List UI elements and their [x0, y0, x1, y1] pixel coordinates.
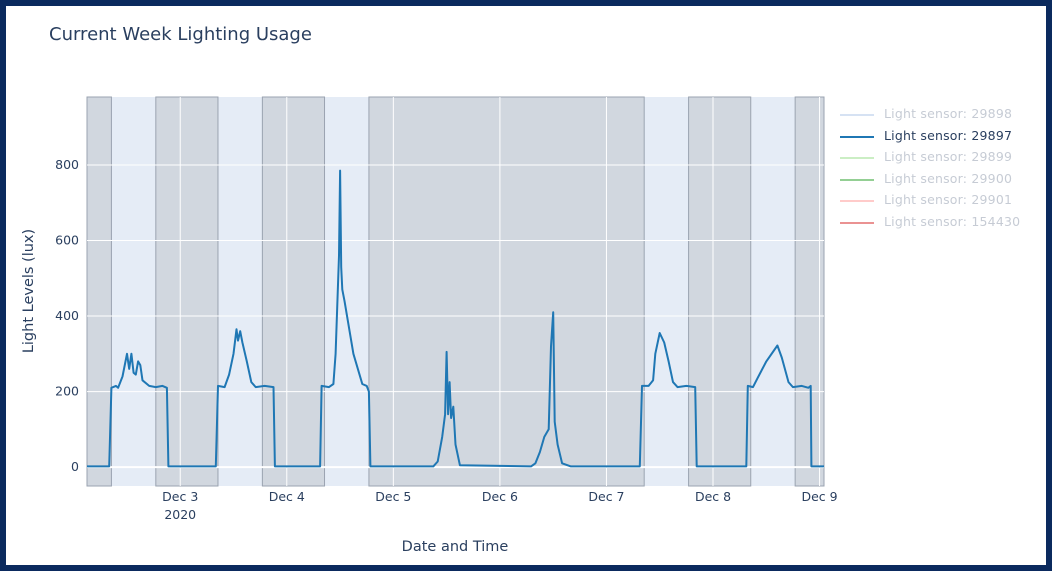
- x-axis-label: Date and Time: [402, 539, 509, 555]
- legend-swatch: [840, 114, 874, 116]
- series-line-1: [87, 169, 824, 468]
- y-tick-label-1: 200: [55, 384, 79, 399]
- shaded-period-1: [155, 96, 219, 487]
- legend-swatch: [840, 178, 874, 181]
- shaded-period-2: [261, 96, 326, 487]
- legend-item-2[interactable]: Light sensor: 29899: [840, 147, 1040, 167]
- y-axis-label: Light Levels (lux): [21, 229, 37, 353]
- legend-item-1[interactable]: Light sensor: 29897: [840, 126, 1040, 146]
- x-tick-label-2: Dec 5: [375, 489, 411, 504]
- shaded-period-3: [368, 96, 645, 487]
- shaded-period-4: [688, 96, 752, 487]
- x-tick-label-1: Dec 4: [269, 489, 305, 504]
- x-tick-label-5: Dec 8: [695, 489, 731, 504]
- y-tick-label-3: 600: [55, 233, 79, 248]
- legend-label: Light sensor: 29898: [884, 106, 1013, 121]
- y-tick-label-0: 0: [71, 459, 79, 474]
- legend-label: Light sensor: 154430: [884, 213, 1021, 229]
- y-tick-label-4: 800: [55, 157, 79, 172]
- legend-swatch: [840, 135, 874, 138]
- legend-item-3[interactable]: Light sensor: 29900: [840, 169, 1040, 189]
- legend-label: Light sensor: 29897: [884, 127, 1013, 143]
- legend-label: Light sensor: 29900: [884, 170, 1013, 186]
- legend-swatch: [840, 157, 874, 159]
- x-tick-label-3: Dec 6: [482, 489, 518, 504]
- legend-item-4[interactable]: Light sensor: 29901: [840, 190, 1040, 210]
- legend-label: Light sensor: 29899: [884, 149, 1013, 164]
- legend-item-0[interactable]: Light sensor: 29898: [840, 104, 1040, 124]
- x-tick-label-6: Dec 9: [801, 489, 837, 504]
- x-tick-label-0: Dec 3: [162, 489, 198, 504]
- x-tick-sublabel-0: 2020: [164, 507, 196, 522]
- legend-swatch: [840, 221, 874, 224]
- legend-item-5[interactable]: Light sensor: 154430: [840, 212, 1040, 232]
- chart-title: Current Week Lighting Usage: [49, 24, 312, 45]
- shaded-period-0: [86, 96, 112, 487]
- y-tick-label-2: 400: [55, 308, 79, 323]
- legend-swatch: [840, 200, 874, 202]
- x-tick-label-4: Dec 7: [588, 489, 624, 504]
- legend-label: Light sensor: 29901: [884, 192, 1013, 207]
